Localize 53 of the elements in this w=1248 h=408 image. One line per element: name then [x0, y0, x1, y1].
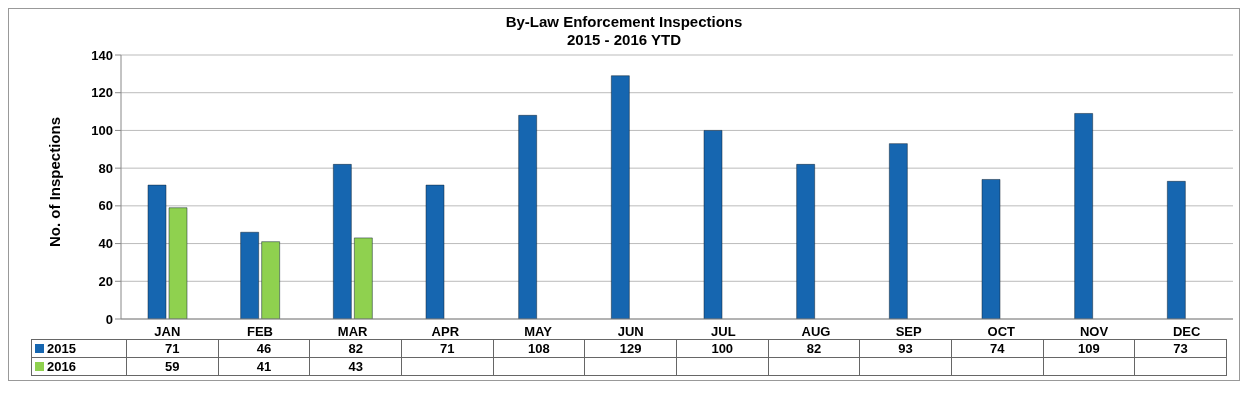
y-tick-label: 100 — [91, 123, 113, 139]
data-label: 41 — [218, 357, 310, 376]
x-tick-label: JUN — [617, 324, 644, 340]
chart-title: By-Law Enforcement Inspections — [504, 13, 744, 31]
data-label: 74 — [951, 339, 1044, 358]
data-label: 93 — [859, 339, 952, 358]
data-label: 71 — [126, 339, 219, 358]
bar — [1074, 113, 1093, 319]
x-tick-label: SEP — [895, 324, 922, 340]
bar — [1167, 181, 1186, 319]
x-tick-label: DEC — [1172, 324, 1201, 340]
bar — [261, 241, 280, 319]
bar — [796, 164, 815, 319]
y-tick-label: 60 — [98, 198, 113, 214]
data-label: 71 — [401, 339, 494, 358]
chart-subtitle: 2015 - 2016 YTD — [566, 31, 682, 49]
x-tick-label: MAY — [524, 324, 553, 340]
data-label: 73 — [1134, 339, 1227, 358]
bar — [611, 75, 630, 319]
bar — [518, 115, 537, 319]
legend-label: 2016 — [31, 357, 127, 376]
x-tick-label: MAR — [337, 324, 369, 340]
y-tick-label: 40 — [98, 236, 113, 252]
bar — [703, 130, 723, 319]
y-tick-label: 140 — [91, 47, 113, 63]
y-axis-title: No. of Inspections — [46, 116, 64, 247]
data-label: 129 — [584, 339, 677, 358]
data-label: 43 — [309, 357, 402, 376]
x-tick-label: OCT — [987, 324, 1016, 340]
data-label: 100 — [676, 339, 769, 358]
y-tick-label: 120 — [91, 85, 113, 101]
legend-label: 2015 — [31, 339, 127, 358]
bar — [889, 143, 908, 319]
x-tick-label: FEB — [247, 324, 273, 340]
x-tick-label: NOV — [1079, 324, 1109, 340]
y-tick-label: 80 — [98, 160, 113, 176]
bar — [425, 184, 445, 319]
bar — [333, 164, 352, 319]
x-tick-label: APR — [431, 324, 460, 340]
x-tick-label: AUG — [801, 324, 831, 340]
bar — [354, 237, 373, 319]
y-tick-label: 0 — [105, 311, 113, 327]
x-tick-label: JUL — [711, 324, 736, 340]
y-tick-label: 20 — [98, 273, 113, 289]
bar — [981, 179, 1001, 319]
data-label: 82 — [768, 339, 860, 358]
data-label: 59 — [126, 357, 219, 376]
data-label: 46 — [218, 339, 310, 358]
bar — [240, 232, 259, 319]
x-tick-label: JAN — [154, 324, 181, 340]
data-label: 82 — [309, 339, 402, 358]
data-label: 108 — [493, 339, 585, 358]
data-label: 109 — [1043, 339, 1135, 358]
